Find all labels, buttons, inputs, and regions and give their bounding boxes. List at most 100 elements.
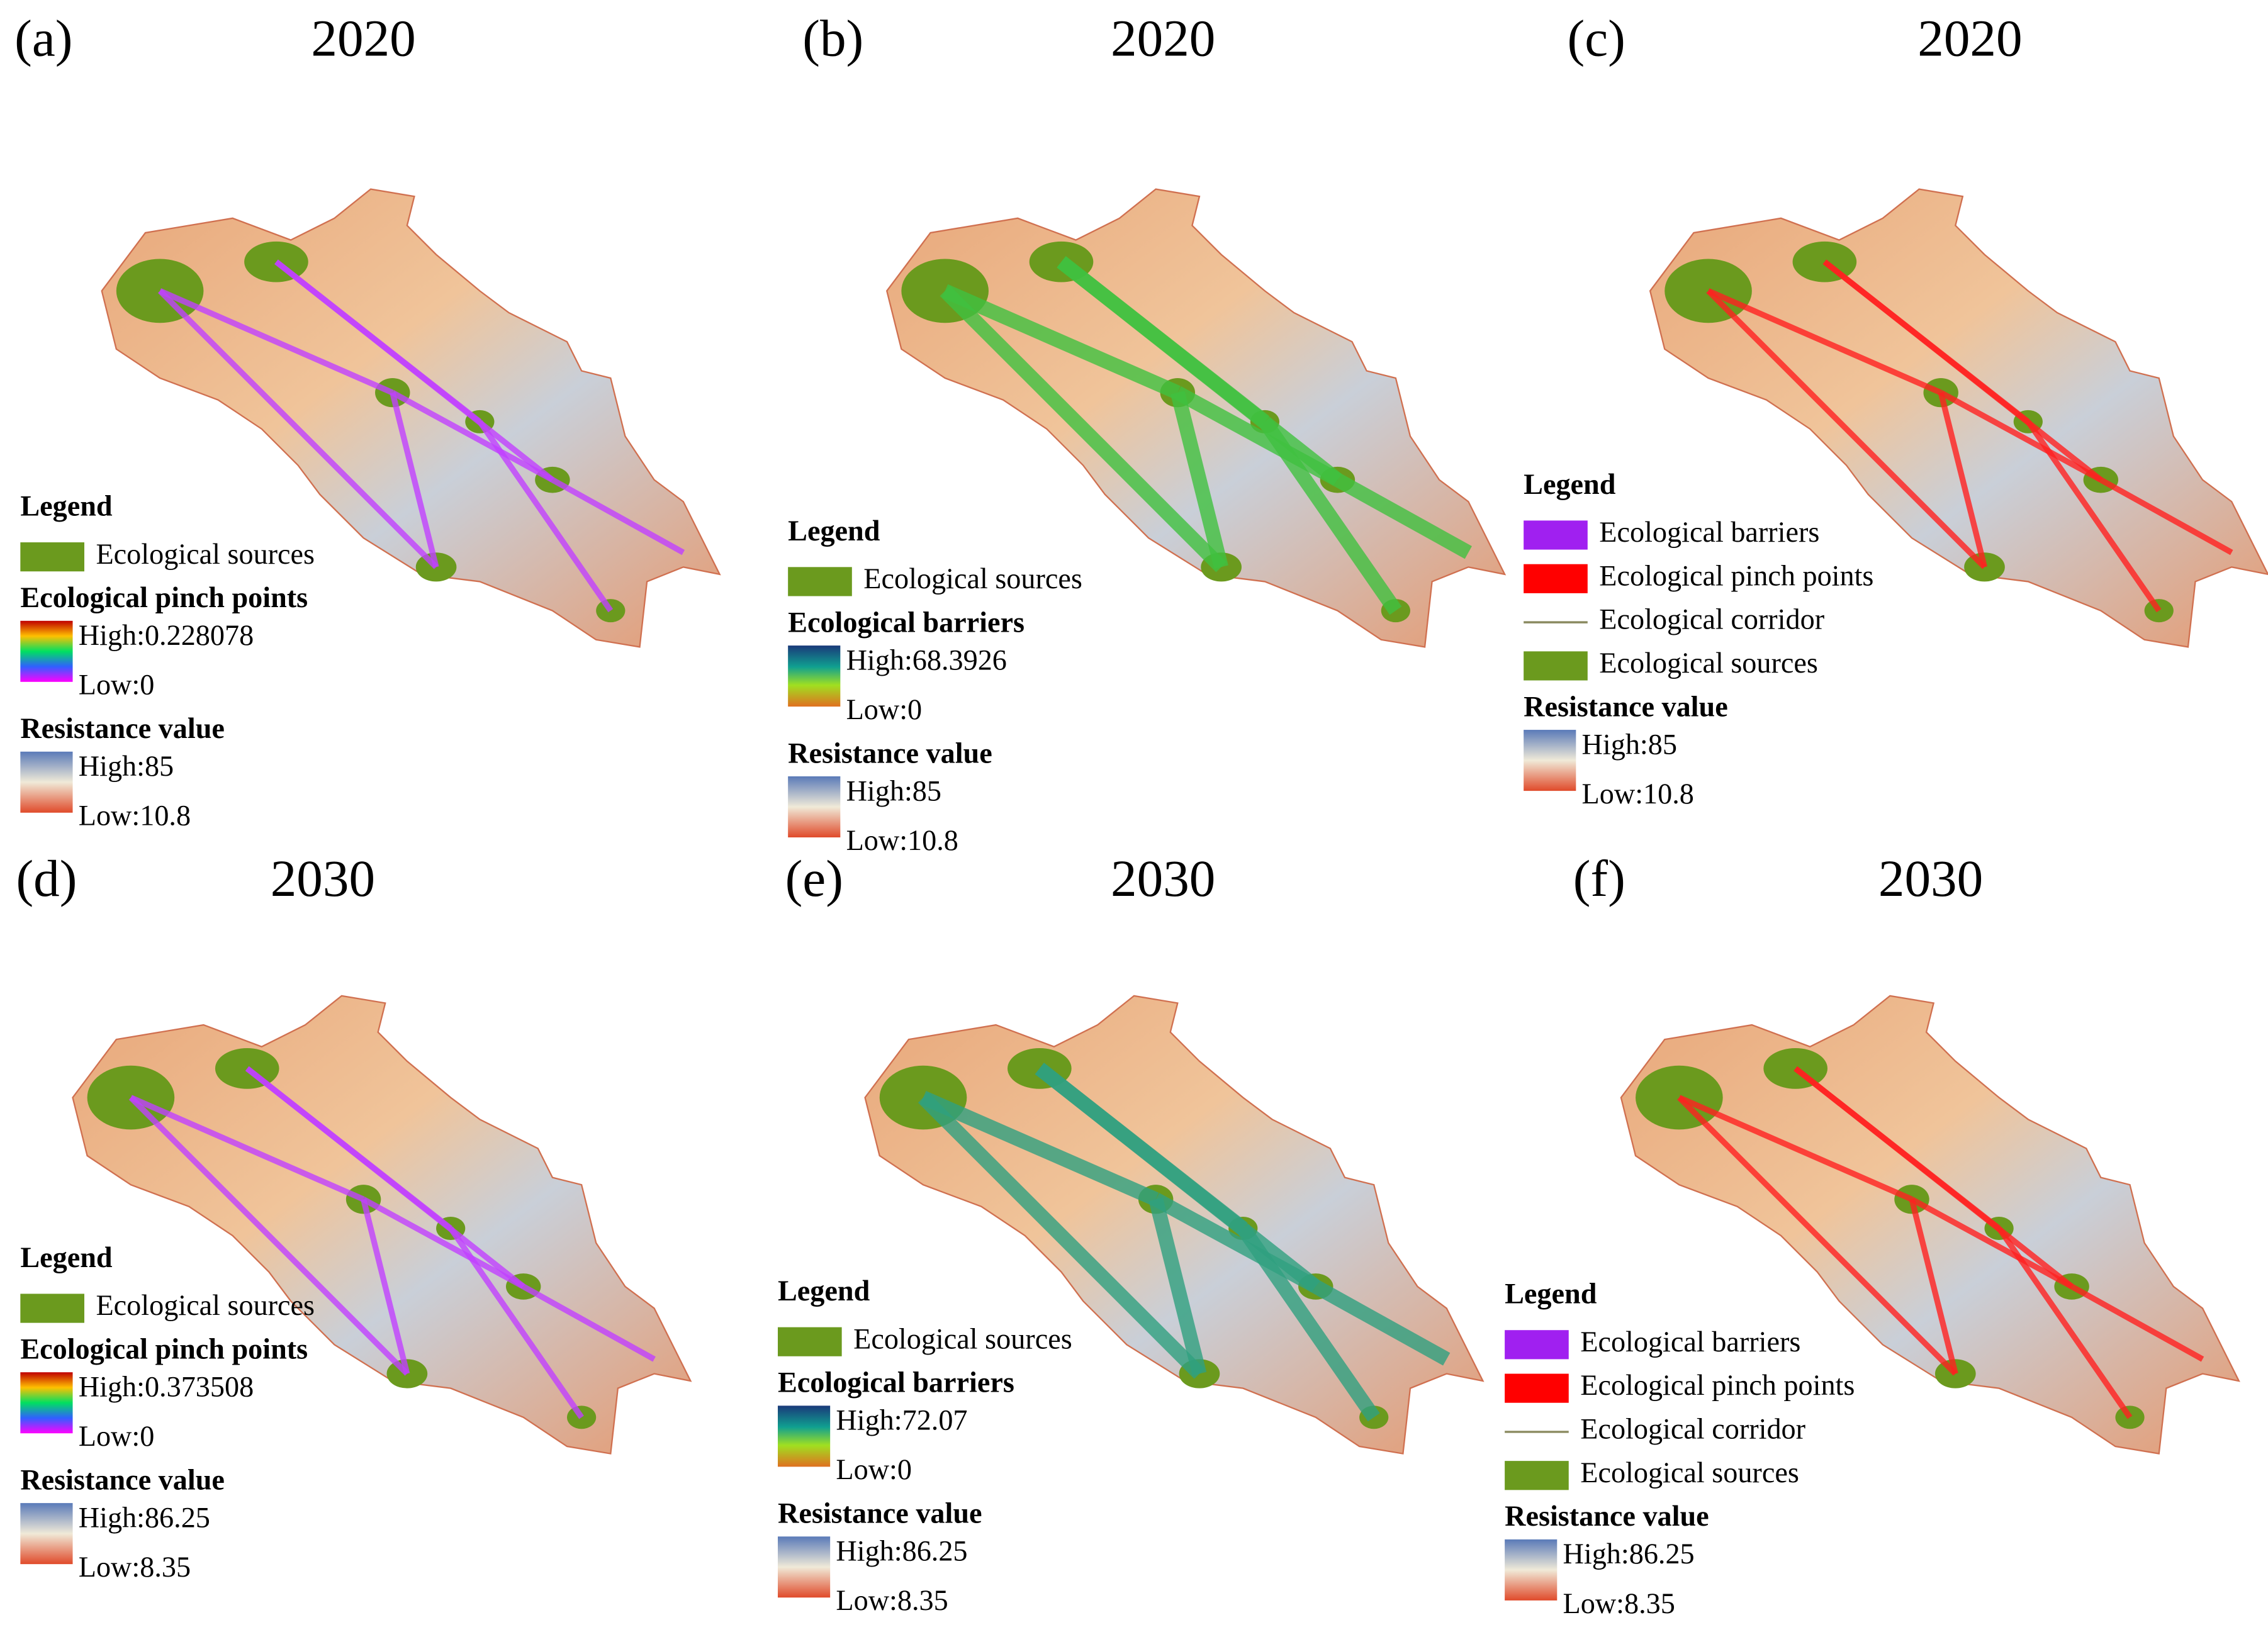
legend-label: Ecological sources: [1599, 647, 1818, 679]
corridor: [2099, 477, 2233, 556]
legend-swatch: [1524, 520, 1588, 550]
legend-swatch: [20, 542, 84, 572]
corridor: [1939, 390, 2102, 483]
color-ramp: [20, 620, 73, 682]
legend-title: Legend: [1524, 468, 1616, 500]
corridor: [245, 1066, 525, 1289]
panel-year: 2030: [271, 849, 375, 907]
ramp-low: Low:0: [79, 669, 155, 701]
legend-swatch: [1505, 1461, 1569, 1490]
color-ramp: [777, 1536, 831, 1598]
legend-label: Ecological sources: [1580, 1456, 1799, 1489]
color-ramp: [1524, 730, 1576, 791]
ramp-low: Low:8.35: [79, 1551, 191, 1583]
legend-title: Legend: [1505, 1278, 1597, 1310]
legend-swatch: [20, 1293, 84, 1323]
color-ramp: [788, 776, 841, 838]
panel-year: 2020: [311, 9, 415, 67]
ramp-low: Low:10.8: [79, 800, 191, 832]
panel-label: (b): [802, 9, 863, 67]
panel-label: (e): [785, 849, 843, 907]
corridor: [1035, 1063, 1320, 1292]
legend-title: Legend: [788, 515, 880, 547]
ramp-low: Low:0: [846, 693, 923, 725]
legend-label: Ecological sources: [96, 1289, 315, 1321]
corridor: [1333, 473, 1472, 559]
corridor: [159, 288, 394, 396]
legend-label: Ecological pinch points: [1580, 1369, 1855, 1401]
region-map: [101, 188, 721, 648]
corridor: [1678, 1095, 1913, 1202]
corridor: [1996, 1226, 2133, 1419]
color-ramp: [20, 1372, 73, 1434]
corridor: [390, 391, 439, 568]
map-panel: [1649, 188, 2268, 648]
corridor: [2070, 1283, 2204, 1362]
map-panel: [72, 995, 692, 1455]
panel-year: 2020: [1111, 9, 1215, 67]
legend-label: Ecological sources: [96, 538, 315, 570]
color-ramp: [777, 1405, 831, 1467]
corridor: [920, 1090, 1159, 1206]
legend-label: Ecological pinch points: [1599, 559, 1873, 591]
ramp-high: High:68.3926: [846, 644, 1007, 676]
ramp-high: High:0.228078: [79, 619, 254, 651]
corridor: [274, 259, 554, 483]
ramp-low: Low:10.8: [846, 824, 958, 856]
ramp-high: High:0.373508: [79, 1371, 254, 1403]
ramp-title: Resistance value: [788, 737, 992, 769]
corridor: [1706, 289, 1987, 569]
map-panel: [886, 188, 1506, 648]
map-panel: [1620, 995, 2240, 1455]
source-patch: [596, 599, 626, 623]
ramp-title: Resistance value: [1524, 690, 1728, 722]
ramp-high: High:85: [1582, 728, 1677, 760]
corridor: [1938, 391, 1987, 568]
legend-title: Legend: [20, 1241, 113, 1273]
ramp-low: Low:0: [79, 1420, 155, 1452]
ramp-title: Resistance value: [20, 1463, 225, 1495]
panel-label: (a): [14, 9, 72, 67]
corridor: [1170, 391, 1228, 569]
ramp-title: Ecological barriers: [778, 1366, 1014, 1399]
source-patch: [1665, 259, 1752, 323]
map-panel: [101, 188, 721, 648]
ramp-low: Low:8.35: [836, 1584, 948, 1616]
legend-swatch: [1524, 651, 1588, 681]
color-ramp: [1505, 1539, 1558, 1601]
corridor: [1822, 259, 2103, 483]
ramp-high: High:85: [846, 774, 941, 807]
ramp-low: Low:10.8: [1582, 778, 1694, 810]
corridor: [1909, 1198, 1958, 1375]
color-ramp: [788, 645, 841, 707]
legend-swatch: [1524, 564, 1588, 593]
ramp-title: Resistance value: [1505, 1500, 1709, 1532]
legend-label: Ecological barriers: [1580, 1326, 1800, 1358]
corridor: [1707, 288, 1943, 396]
corridor: [448, 1226, 584, 1419]
legend-label: Ecological sources: [863, 562, 1082, 595]
ramp-title: Ecological pinch points: [20, 1333, 308, 1365]
corridor: [130, 1095, 365, 1202]
corridor: [1148, 1197, 1207, 1376]
legend-swatch: [777, 1327, 842, 1356]
legend-swatch: [788, 567, 852, 596]
ramp-low: Low:8.35: [1563, 1587, 1675, 1619]
legend-swatch: [1505, 1373, 1569, 1403]
ramp-high: High:85: [79, 750, 174, 782]
color-ramp: [20, 1503, 73, 1565]
legend-swatch: [1505, 1330, 1569, 1360]
panel-label: (f): [1573, 849, 1625, 907]
corridor: [522, 1283, 656, 1362]
corridor: [1677, 1095, 1958, 1376]
panel-label: (c): [1568, 9, 1625, 67]
corridor: [362, 1197, 525, 1289]
ramp-high: High:86.25: [79, 1501, 210, 1533]
panel-year: 2030: [1878, 849, 1983, 907]
ramp-high: High:86.25: [836, 1535, 967, 1567]
legend-label: Ecological barriers: [1599, 516, 1819, 548]
corridor: [477, 420, 614, 613]
corridor: [1312, 1280, 1451, 1366]
legend-title: Legend: [20, 490, 113, 522]
